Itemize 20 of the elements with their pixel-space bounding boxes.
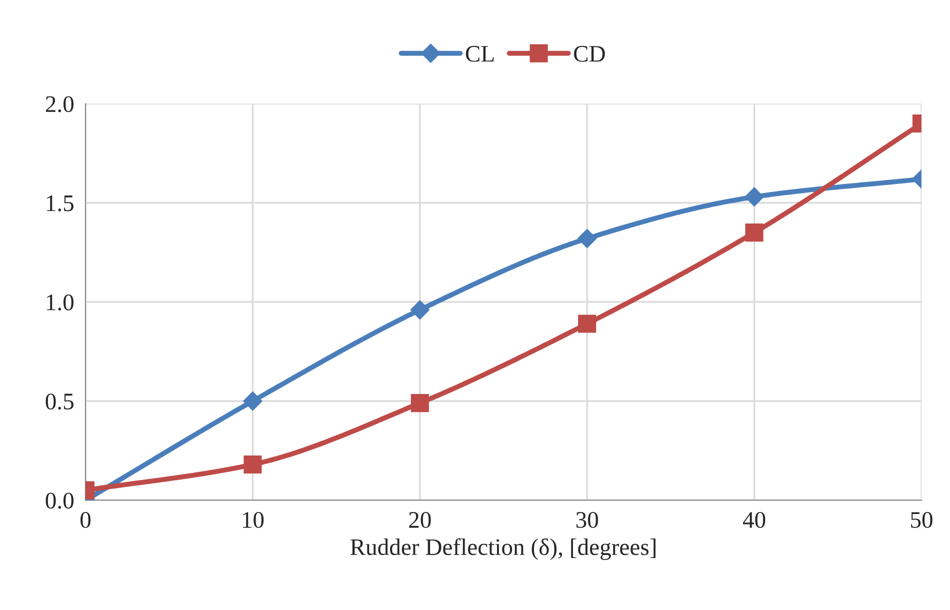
legend-label: CD xyxy=(574,46,605,62)
x-tick-label: 40 xyxy=(742,512,766,528)
y-tick-label: 1.5 xyxy=(46,195,74,212)
y-tick-label: 1.0 xyxy=(46,294,74,310)
x-tick-label: 30 xyxy=(576,512,598,528)
point xyxy=(578,228,597,248)
x-tick-label: 50 xyxy=(911,512,932,528)
y-tick-label: 2.0 xyxy=(46,96,74,112)
point xyxy=(578,314,596,333)
x-tick-label: 20 xyxy=(409,512,431,528)
x-tick-label: 10 xyxy=(242,512,264,528)
legend-label: CL xyxy=(466,46,494,62)
y-tick-label: 0.0 xyxy=(46,492,74,509)
x-tick-label: 0 xyxy=(80,512,91,528)
point xyxy=(244,455,262,474)
point xyxy=(410,300,430,320)
point xyxy=(410,394,429,412)
y-tick-label: 0.5 xyxy=(46,394,74,410)
x-axis-title: Rudder Deflection (δ), [degrees] xyxy=(350,538,656,560)
point xyxy=(243,392,262,411)
